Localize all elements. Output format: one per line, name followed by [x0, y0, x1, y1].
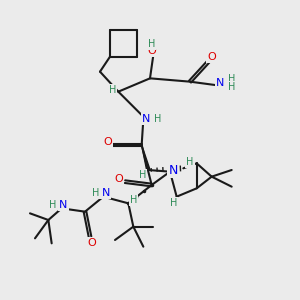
Text: O: O [147, 46, 156, 56]
Text: H: H [49, 200, 56, 210]
Text: N: N [216, 78, 224, 88]
Text: O: O [114, 174, 123, 184]
Text: H: H [109, 85, 116, 95]
Text: H: H [228, 74, 236, 84]
Text: H: H [139, 170, 146, 180]
Text: H: H [148, 39, 155, 49]
Text: N: N [102, 188, 110, 198]
Text: N: N [59, 200, 68, 210]
Text: H: H [92, 188, 100, 198]
Text: N: N [169, 164, 178, 176]
Text: H: H [228, 82, 236, 92]
Text: H: H [154, 114, 161, 124]
Text: N: N [142, 114, 150, 124]
Polygon shape [142, 145, 150, 170]
Text: H: H [186, 157, 194, 167]
Text: H: H [130, 195, 137, 205]
Text: O: O [103, 137, 112, 147]
Text: O: O [207, 52, 216, 62]
Text: O: O [87, 238, 96, 248]
Text: H: H [169, 198, 177, 208]
